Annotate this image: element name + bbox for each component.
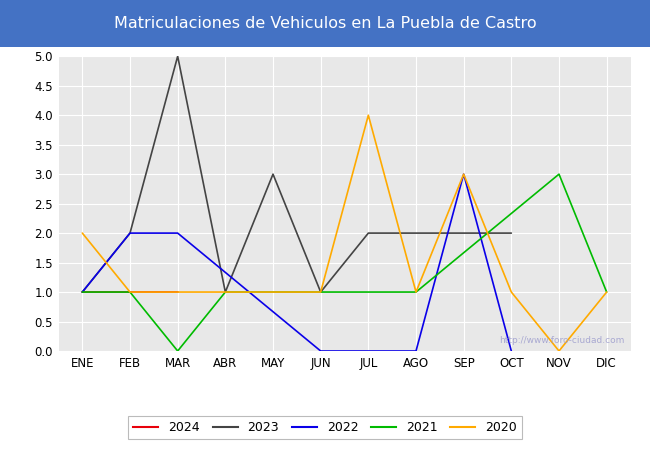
- Legend: 2024, 2023, 2022, 2021, 2020: 2024, 2023, 2022, 2021, 2020: [129, 416, 521, 439]
- 2021: [365, 289, 372, 295]
- 2020: [555, 348, 563, 354]
- Text: Matriculaciones de Vehiculos en La Puebla de Castro: Matriculaciones de Vehiculos en La Puebl…: [114, 16, 536, 31]
- 2021: [174, 348, 181, 354]
- 2023: [222, 289, 229, 295]
- 2020: [508, 289, 515, 295]
- 2023: [79, 289, 86, 295]
- 2020: [222, 289, 229, 295]
- 2023: [126, 230, 134, 236]
- 2021: [269, 289, 277, 295]
- 2020: [269, 289, 277, 295]
- 2020: [365, 112, 372, 118]
- 2021: [412, 289, 420, 295]
- 2020: [603, 289, 610, 295]
- 2021: [126, 289, 134, 295]
- Text: http://www.foro-ciudad.com: http://www.foro-ciudad.com: [499, 336, 625, 345]
- 2022: [317, 348, 324, 354]
- 2020: [317, 289, 324, 295]
- 2024: [174, 289, 181, 295]
- 2021: [603, 289, 610, 295]
- 2020: [126, 289, 134, 295]
- Line: 2021: 2021: [83, 174, 606, 351]
- 2021: [555, 171, 563, 177]
- 2022: [174, 230, 181, 236]
- Line: 2020: 2020: [83, 115, 606, 351]
- 2022: [412, 348, 420, 354]
- 2022: [79, 289, 86, 295]
- 2020: [460, 171, 467, 177]
- 2024: [79, 289, 86, 295]
- 2023: [317, 289, 324, 295]
- 2020: [174, 289, 181, 295]
- 2024: [126, 289, 134, 295]
- 2023: [365, 230, 372, 236]
- 2022: [460, 171, 467, 177]
- 2020: [79, 230, 86, 236]
- 2023: [269, 171, 277, 177]
- 2022: [126, 230, 134, 236]
- 2020: [412, 289, 420, 295]
- 2023: [174, 54, 181, 59]
- 2021: [222, 289, 229, 295]
- 2021: [79, 289, 86, 295]
- 2022: [508, 348, 515, 354]
- Line: 2022: 2022: [83, 174, 512, 351]
- Line: 2023: 2023: [83, 56, 512, 292]
- 2021: [317, 289, 324, 295]
- 2023: [508, 230, 515, 236]
